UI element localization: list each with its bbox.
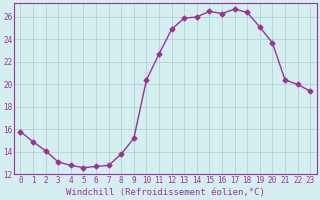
X-axis label: Windchill (Refroidissement éolien,°C): Windchill (Refroidissement éolien,°C)	[66, 188, 265, 197]
